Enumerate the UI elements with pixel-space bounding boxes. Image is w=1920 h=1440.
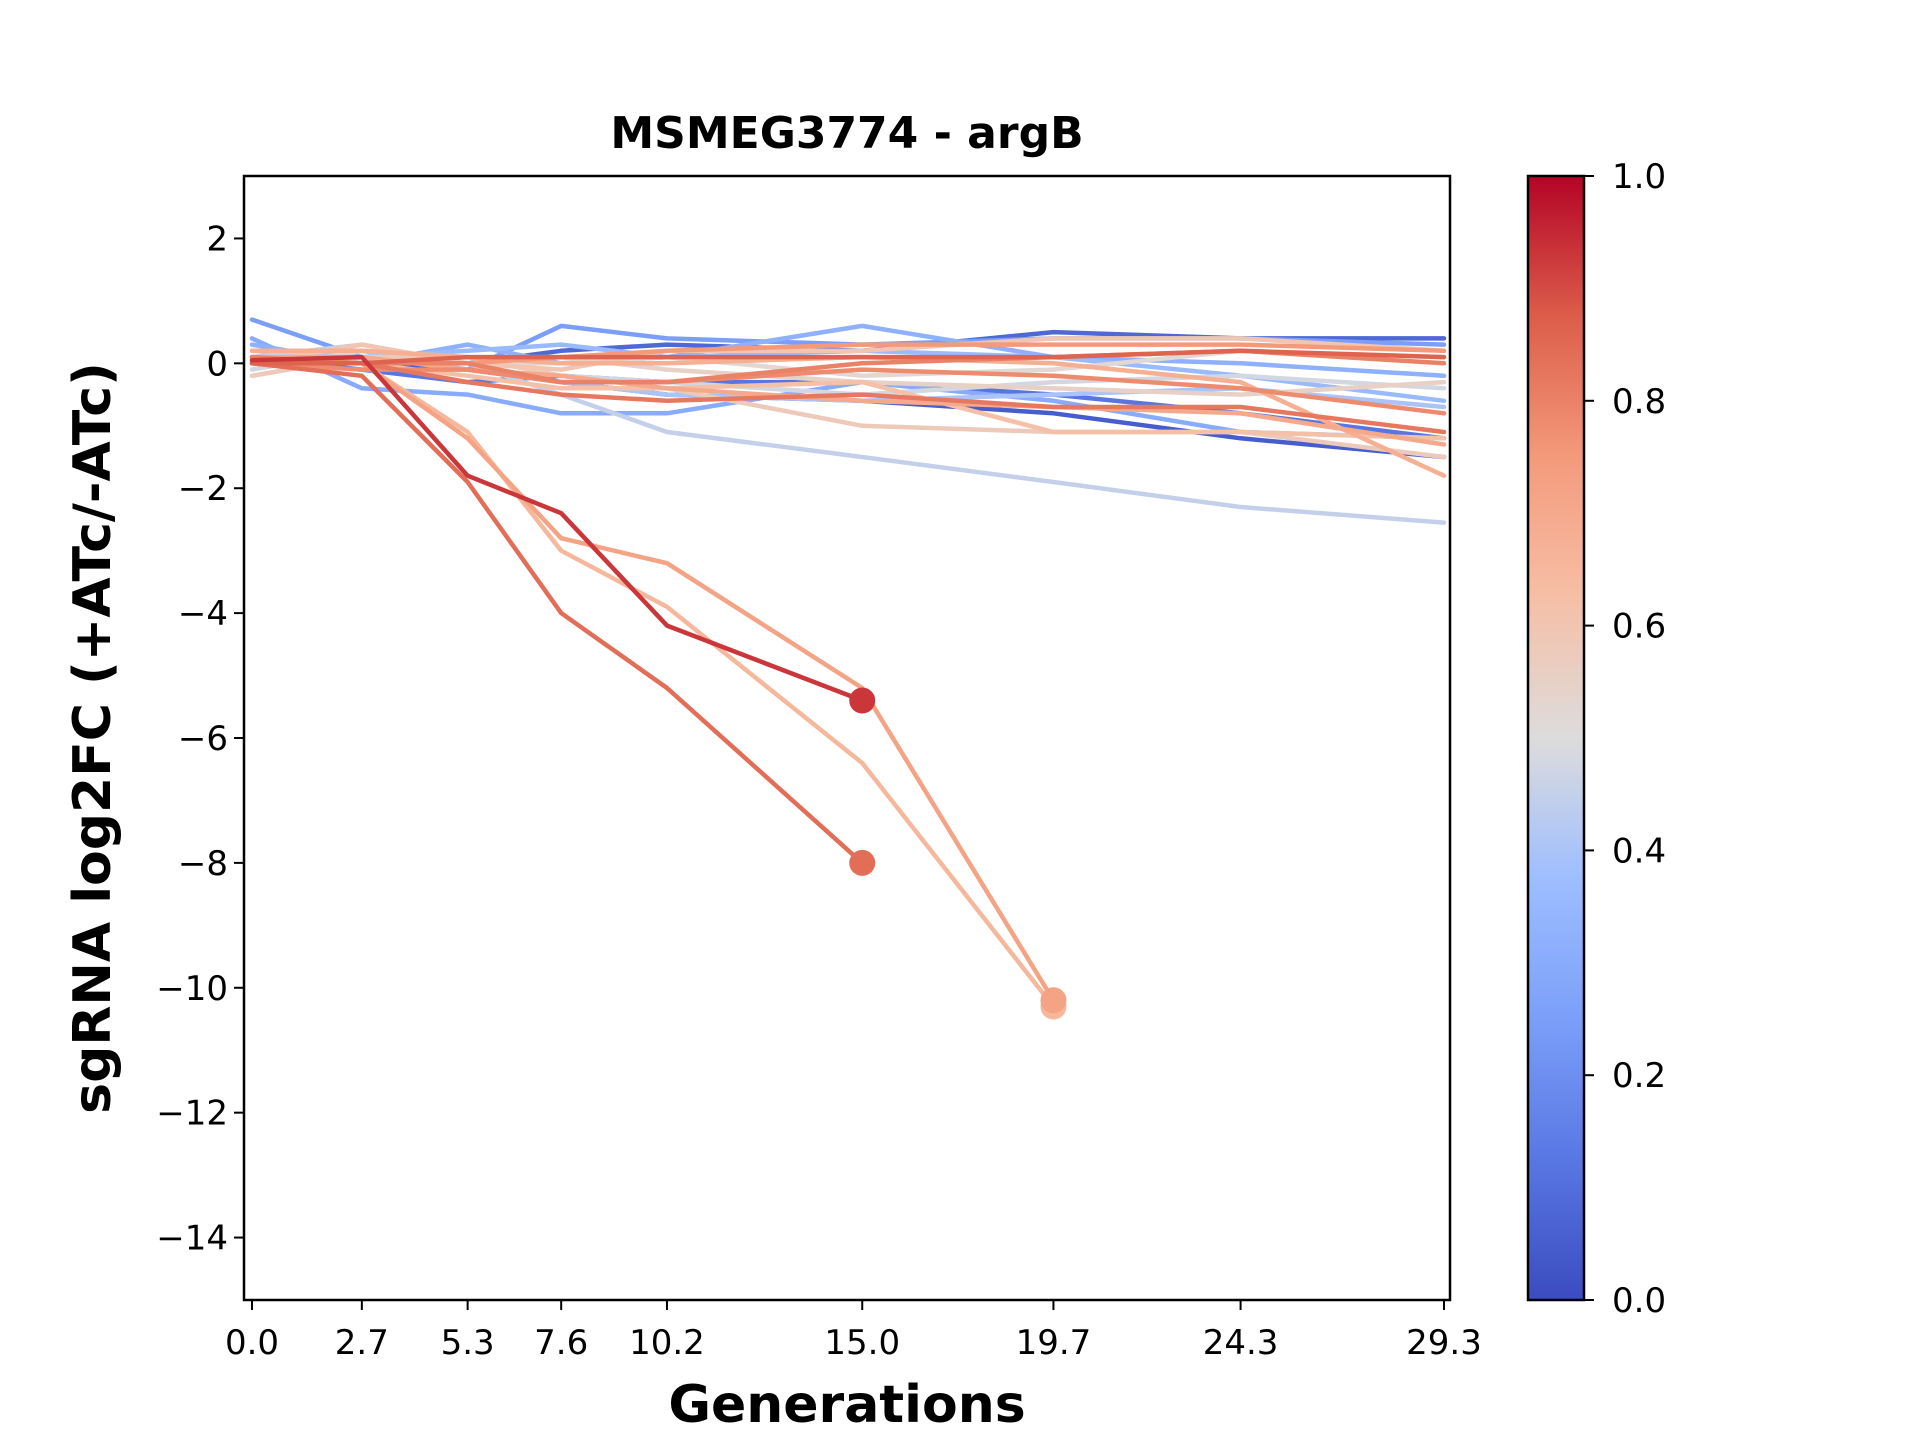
x-tick-label: 2.7: [335, 1323, 389, 1363]
x-axis-ticks: 0.0 2.7 5.3 7.6 10.2 15.0 19.7 24.3 29.3: [225, 1300, 1482, 1363]
x-tick-label: 7.6: [534, 1323, 588, 1363]
colorbar-tick-label: 0.2: [1612, 1056, 1666, 1096]
colorbar-tick-label: 1.0: [1612, 157, 1666, 197]
y-axis-label: sgRNA log2FC (+ATc/-ATc): [63, 362, 123, 1114]
y-tick-label: −6: [178, 719, 228, 759]
colorbar-tick-label: 0.4: [1612, 831, 1666, 871]
series-line: [249, 361, 1447, 435]
colorbar: [1526, 174, 1586, 1302]
series-line: [249, 361, 1056, 1003]
x-tick-label: 10.2: [629, 1323, 705, 1363]
y-tick-label: 2: [206, 219, 228, 259]
colorbar-ticks: 0.0 0.2 0.4 0.6 0.8 1.0: [1584, 157, 1666, 1321]
series-line: [249, 354, 865, 703]
x-tick-label: 15.0: [824, 1323, 900, 1363]
colorbar-tick-label: 0.8: [1612, 382, 1666, 422]
plot-frame: [242, 174, 1452, 1302]
y-tick-label: 0: [206, 344, 228, 384]
y-tick-label: −4: [178, 594, 228, 634]
x-axis-label: Generations: [668, 1375, 1025, 1435]
colorbar-tick-label: 0.6: [1612, 607, 1666, 647]
y-tick-label: −2: [178, 469, 228, 509]
y-axis-ticks: 2 0 −2 −4 −6 −8 −10 −12 −14: [156, 219, 244, 1259]
y-tick-label: −10: [156, 969, 228, 1009]
x-tick-label: 0.0: [225, 1323, 279, 1363]
series-endpoint: [849, 687, 876, 714]
series-line: [249, 361, 865, 866]
x-tick-label: 29.3: [1406, 1323, 1482, 1363]
series-line: [249, 348, 1447, 478]
series-line: [249, 348, 1447, 366]
y-tick-label: −12: [156, 1094, 228, 1134]
endpoint-markers: [849, 687, 1067, 1020]
data-series: [249, 317, 1447, 1009]
series-line: [249, 354, 1056, 1009]
x-tick-label: 19.7: [1016, 1323, 1092, 1363]
x-tick-label: 5.3: [441, 1323, 495, 1363]
y-tick-label: −14: [156, 1219, 228, 1259]
chart-title: MSMEG3774 - argB: [610, 108, 1083, 159]
series-endpoint: [849, 849, 876, 876]
x-tick-label: 24.3: [1203, 1323, 1279, 1363]
series-endpoint: [1040, 987, 1067, 1014]
y-tick-label: −8: [178, 844, 228, 884]
colorbar-tick-label: 0.0: [1612, 1281, 1666, 1321]
